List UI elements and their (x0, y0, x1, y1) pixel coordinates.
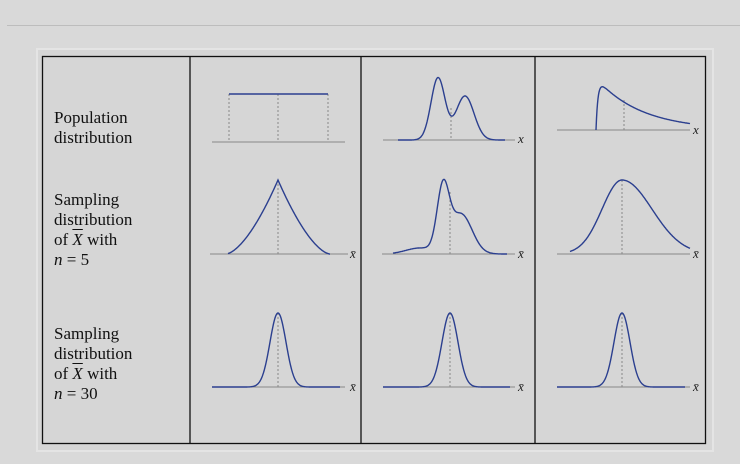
label-xbar: X (72, 364, 83, 383)
axis-label: x̄ (692, 246, 699, 261)
axis-label: x̄ (517, 379, 524, 394)
label-line: distribution (54, 210, 133, 229)
axis-label: x (517, 131, 524, 146)
label-line: Sampling (54, 190, 120, 209)
sample-mean-n5-bimodal (392, 178, 507, 255)
label-line: distribution (54, 344, 133, 363)
skewed-curve (595, 85, 691, 131)
label-line: n = 30 (54, 384, 132, 404)
row-label-population: Population distribution (54, 108, 132, 148)
row-label-n5: Sampling distribution of X with n = 5 (54, 190, 132, 270)
label-of: of (54, 230, 73, 249)
bimodal-curve (398, 76, 505, 141)
label-n-value: = 30 (62, 384, 98, 403)
label-xbar: X (72, 230, 83, 249)
axis-label: x (692, 122, 699, 137)
axis-label: x̄ (517, 246, 524, 261)
axis-label: x̄ (349, 246, 356, 261)
axis-label: x̄ (692, 379, 699, 394)
sample-mean-n30-normal (383, 312, 510, 388)
label-line: Sampling (54, 324, 120, 343)
label-of: of (54, 364, 73, 383)
label-n: n (54, 250, 63, 269)
header-divider (7, 25, 740, 26)
triangular-curve (227, 178, 330, 255)
label-line: of X with (54, 364, 132, 384)
label-line: Population (54, 108, 128, 127)
sample-mean-n5-skewed (569, 179, 691, 253)
table-frame (41, 55, 707, 445)
row-label-n30: Sampling distribution of X with n = 30 (54, 324, 132, 404)
label-line: distribution (54, 128, 133, 147)
axis-label: x̄ (349, 379, 356, 394)
label-line: of X with (54, 230, 132, 250)
sample-mean-n30-normal (212, 312, 340, 388)
label-line: n = 5 (54, 250, 132, 270)
label-with: with (82, 230, 118, 249)
label-with: with (82, 364, 118, 383)
sample-mean-n30-normal (557, 312, 685, 388)
label-n-value: = 5 (62, 250, 90, 269)
label-n: n (54, 384, 63, 403)
